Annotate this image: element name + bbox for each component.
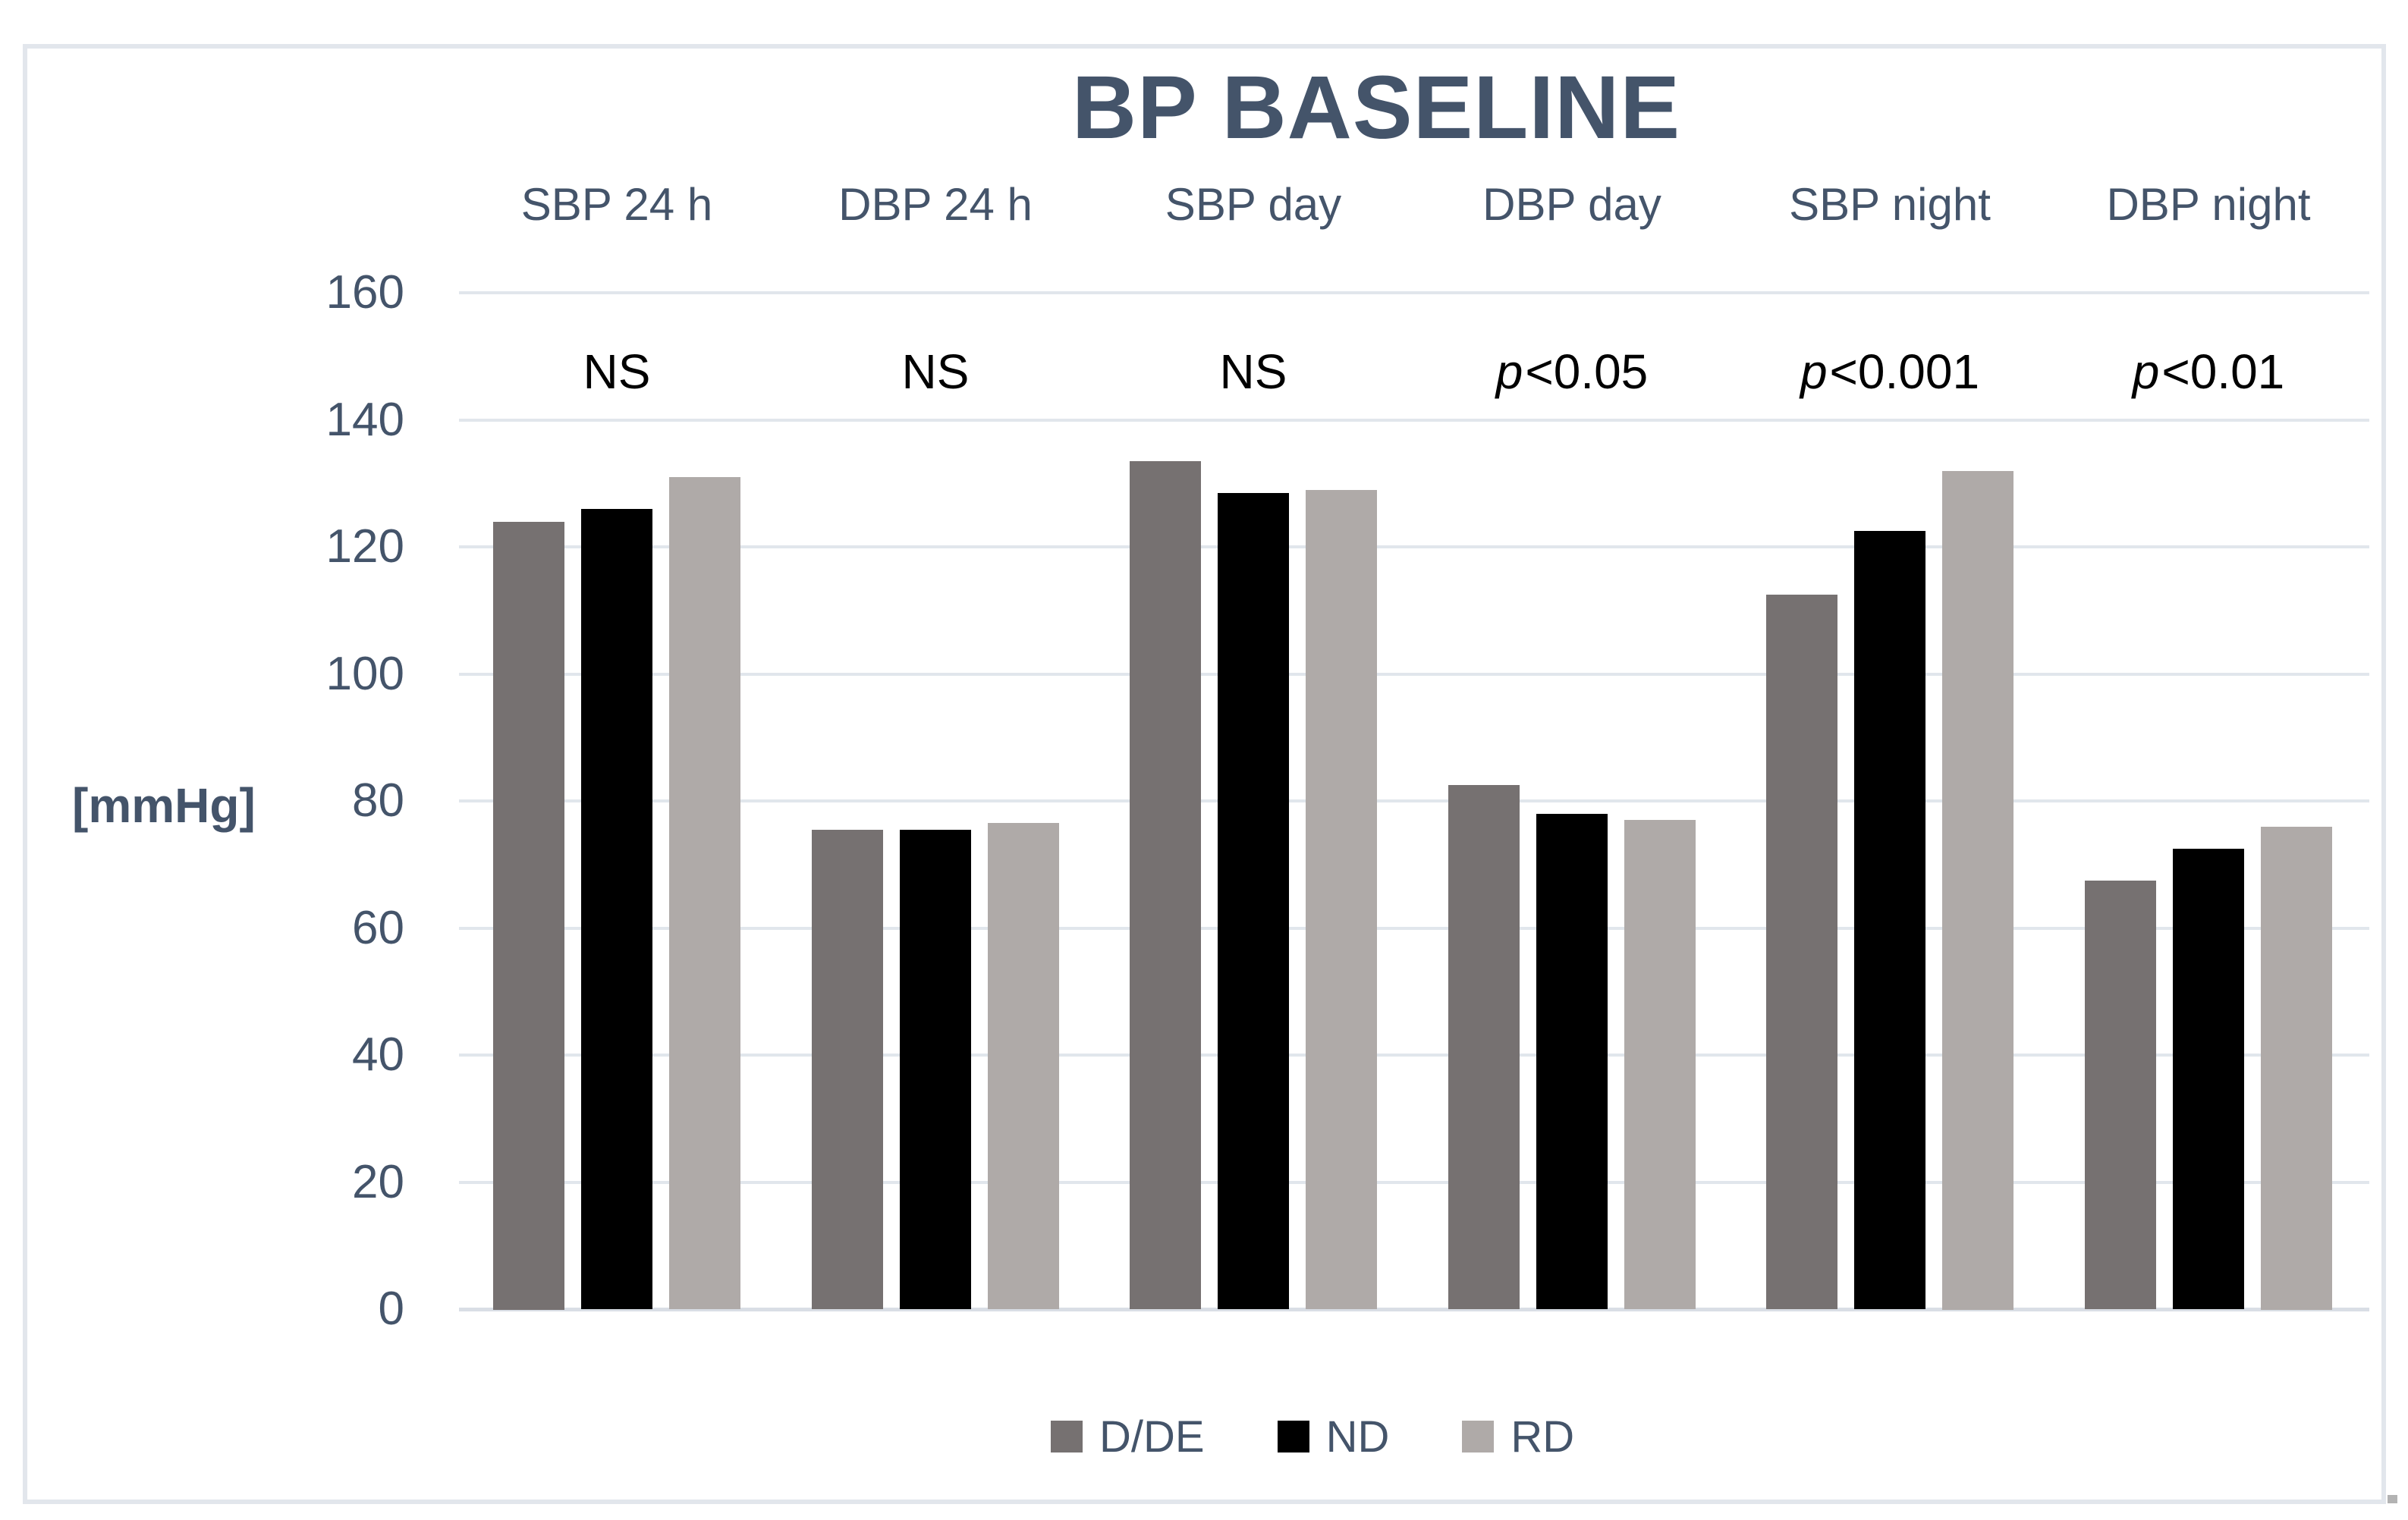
category-header-6: DBP night xyxy=(2106,179,2311,230)
category-header-5: SBP night xyxy=(1789,179,1991,230)
legend-label-dde: D/DE xyxy=(1099,1412,1205,1462)
bar-dde-4 xyxy=(1448,785,1520,1309)
bar-rd-6 xyxy=(2261,827,2332,1310)
y-tick-label-40: 40 xyxy=(352,1029,404,1081)
legend-item-nd: ND xyxy=(1277,1412,1390,1462)
y-tick-label-60: 60 xyxy=(352,902,404,954)
y-tick-label-160: 160 xyxy=(325,266,404,319)
category-header-2: DBP 24 h xyxy=(838,179,1033,230)
significance-annotation-2: NS xyxy=(901,344,970,399)
significance-annotation-6: p<0.01 xyxy=(2132,344,2285,399)
bar-rd-5 xyxy=(1942,471,2013,1310)
stray-dot-artifact xyxy=(2388,1495,2397,1503)
y-tick-label-100: 100 xyxy=(325,648,404,700)
bar-dde-1 xyxy=(493,522,564,1310)
bar-nd-2 xyxy=(900,830,971,1309)
legend-swatch-rd xyxy=(1462,1421,1495,1452)
bar-dde-2 xyxy=(812,830,883,1309)
bar-nd-4 xyxy=(1536,814,1608,1309)
bar-nd-3 xyxy=(1218,493,1289,1309)
gridline-140 xyxy=(459,419,2369,422)
significance-annotation-1: NS xyxy=(583,344,651,399)
legend-label-rd: RD xyxy=(1511,1412,1575,1462)
category-header-1: SBP 24 h xyxy=(520,179,713,230)
legend-swatch-dde xyxy=(1051,1421,1083,1452)
gridline-40 xyxy=(459,1054,2369,1057)
legend: D/DE ND RD xyxy=(1051,1412,1574,1462)
legend-swatch-nd xyxy=(1277,1421,1309,1452)
bar-dde-5 xyxy=(1766,595,1837,1309)
chart-title: BP BASELINE xyxy=(1071,58,1681,158)
bar-rd-3 xyxy=(1306,490,1377,1309)
gridline-60 xyxy=(459,927,2369,930)
significance-annotation-3: NS xyxy=(1219,344,1287,399)
bar-rd-1 xyxy=(669,477,740,1309)
legend-item-dde: D/DE xyxy=(1051,1412,1205,1462)
bar-nd-1 xyxy=(581,509,652,1309)
bar-nd-5 xyxy=(1854,531,1925,1309)
y-tick-label-140: 140 xyxy=(325,394,404,446)
legend-label-nd: ND xyxy=(1325,1412,1390,1462)
y-tick-label-120: 120 xyxy=(325,520,404,573)
gridline-20 xyxy=(459,1181,2369,1184)
significance-annotation-4: p<0.05 xyxy=(1495,344,1649,399)
significance-annotation-5: p<0.001 xyxy=(1800,344,1980,399)
y-axis-unit-label: [mmHg] xyxy=(72,778,256,833)
bar-rd-2 xyxy=(988,823,1059,1309)
bar-rd-4 xyxy=(1624,820,1696,1309)
bar-nd-6 xyxy=(2173,849,2244,1309)
gridline-160 xyxy=(459,291,2369,294)
category-header-3: SBP day xyxy=(1165,179,1342,230)
gridline-100 xyxy=(459,673,2369,676)
gridline-120 xyxy=(459,545,2369,548)
x-axis-line xyxy=(459,1308,2369,1311)
legend-item-rd: RD xyxy=(1462,1412,1574,1462)
y-tick-label-0: 0 xyxy=(378,1283,404,1335)
y-tick-label-20: 20 xyxy=(352,1156,404,1208)
bar-dde-6 xyxy=(2085,881,2156,1309)
bar-dde-3 xyxy=(1130,461,1201,1309)
y-tick-label-80: 80 xyxy=(352,774,404,827)
category-header-4: DBP day xyxy=(1482,179,1661,230)
gridline-80 xyxy=(459,799,2369,802)
